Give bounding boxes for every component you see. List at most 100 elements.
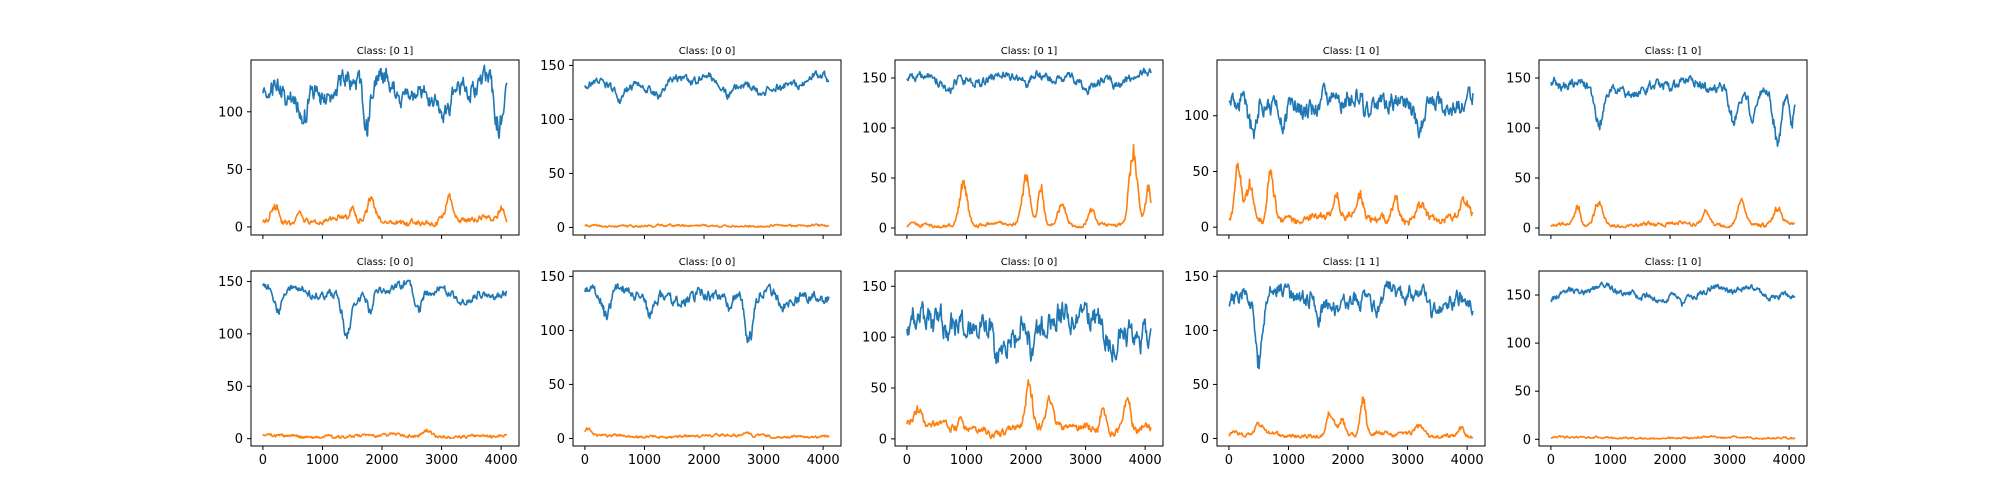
series-0-line [1228,280,1474,370]
x-tick-label: 2000 [1009,453,1042,468]
y-tick-label: 150 [1184,270,1209,285]
x-tick-label: 3000 [1391,453,1424,468]
y-tick-label: 0 [557,432,565,447]
series-1-line [1550,435,1796,440]
subplot-title: Class: [0 0] [679,46,736,57]
series-1-line [262,428,508,440]
x-tick-label: 0 [259,453,267,468]
series-1-line [1228,162,1474,226]
series-0-line [1550,74,1796,147]
axes-frame [572,270,842,447]
subplot-title: Class: [1 0] [1323,46,1380,57]
series-0-line [262,64,508,139]
x-tick-label: 4000 [1129,453,1162,468]
series-0-line [906,67,1152,96]
series-1-line [584,427,830,439]
subplot-title: Class: [0 1] [1001,46,1058,57]
x-tick-label: 0 [1225,453,1233,468]
subplot-9: Class: [1 1] 0 50 100 150 0 1000 2000 3000 4000 [1184,257,1486,468]
x-tick-label: 1000 [1272,453,1305,468]
x-tick-label: 4000 [1773,453,1806,468]
y-tick-label: 0 [557,221,565,236]
y-tick-label: 100 [218,327,243,342]
series-1-line [262,193,508,228]
subplot-title: Class: [0 0] [679,257,736,268]
y-tick-label: 0 [1523,222,1531,237]
axes-frame [572,59,842,236]
subplot-title: Class: [1 0] [1645,46,1702,57]
x-tick-label: 3000 [747,453,780,468]
y-tick-label: 100 [1506,337,1531,352]
subplot-2: Class: [0 0] 0 50 100 150 [540,46,842,239]
y-tick-label: 150 [862,72,887,87]
y-tick-label: 0 [879,222,887,237]
x-tick-label: 1000 [306,453,339,468]
y-tick-label: 150 [218,275,243,290]
y-tick-label: 50 [1192,165,1209,180]
axes-frame [1538,270,1808,447]
y-tick-label: 100 [1184,324,1209,339]
y-tick-label: 50 [226,380,243,395]
y-tick-label: 100 [540,113,565,128]
series-1-line [1228,396,1474,439]
series-1-line [584,223,830,228]
y-tick-label: 150 [540,270,565,285]
subplot-title: Class: [0 0] [357,257,414,268]
series-0-line [1550,281,1796,307]
axes-frame [1538,59,1808,236]
y-tick-label: 100 [218,105,243,120]
y-tick-label: 50 [226,163,243,178]
subplot-6: Class: [0 0] 0 50 100 150 0 1000 2000 3000 4000 [218,257,520,468]
y-tick-label: 50 [870,382,887,397]
y-tick-label: 150 [1506,72,1531,87]
y-tick-label: 0 [1201,221,1209,236]
y-tick-label: 150 [862,280,887,295]
x-tick-label: 0 [1547,453,1555,468]
y-tick-label: 50 [1514,172,1531,187]
subplot-7: Class: [0 0] 0 50 100 150 0 1000 2000 3000 4000 [540,257,842,468]
x-tick-label: 2000 [687,453,720,468]
subplot-4: Class: [1 0] 0 50 100 [1184,46,1486,239]
x-tick-label: 0 [903,453,911,468]
x-tick-label: 2000 [1331,453,1364,468]
axes-frame [1216,59,1486,236]
y-tick-label: 0 [1201,432,1209,447]
axes-frame [894,270,1164,447]
y-tick-label: 0 [235,220,243,235]
y-tick-label: 50 [1192,378,1209,393]
subplot-title: Class: [0 0] [1001,257,1058,268]
x-tick-label: 0 [581,453,589,468]
series-0-line [584,283,830,344]
y-tick-label: 100 [540,324,565,339]
subplot-3: Class: [0 1] 0 50 100 150 [862,46,1164,239]
y-tick-label: 150 [540,59,565,74]
x-tick-label: 1000 [1594,453,1627,468]
y-tick-label: 0 [1523,433,1531,448]
x-tick-label: 1000 [950,453,983,468]
axes-frame [1216,270,1486,447]
y-tick-label: 100 [1184,109,1209,124]
subplot-1: Class: [0 1] 0 50 100 [218,46,520,239]
x-tick-label: 2000 [1653,453,1686,468]
y-tick-label: 0 [235,432,243,447]
subplot-title: Class: [1 0] [1645,257,1702,268]
series-0-line [262,279,508,340]
x-tick-label: 3000 [425,453,458,468]
subplot-title: Class: [0 1] [357,46,414,57]
series-1-line [906,379,1152,440]
axes-frame [250,270,520,447]
x-tick-label: 4000 [485,453,518,468]
y-tick-label: 0 [879,432,887,447]
y-tick-label: 50 [870,172,887,187]
series-1-line [906,143,1152,229]
y-tick-label: 50 [548,167,565,182]
y-tick-label: 100 [862,331,887,346]
series-0-line [584,70,830,104]
y-tick-label: 50 [1514,385,1531,400]
series-0-line [906,301,1152,365]
x-tick-label: 3000 [1713,453,1746,468]
y-tick-label: 100 [862,122,887,137]
subplot-8: Class: [0 0] 0 50 100 150 0 1000 2000 3000 4000 [862,257,1164,468]
subplot-5: Class: [1 0] 0 50 100 150 [1506,46,1808,239]
